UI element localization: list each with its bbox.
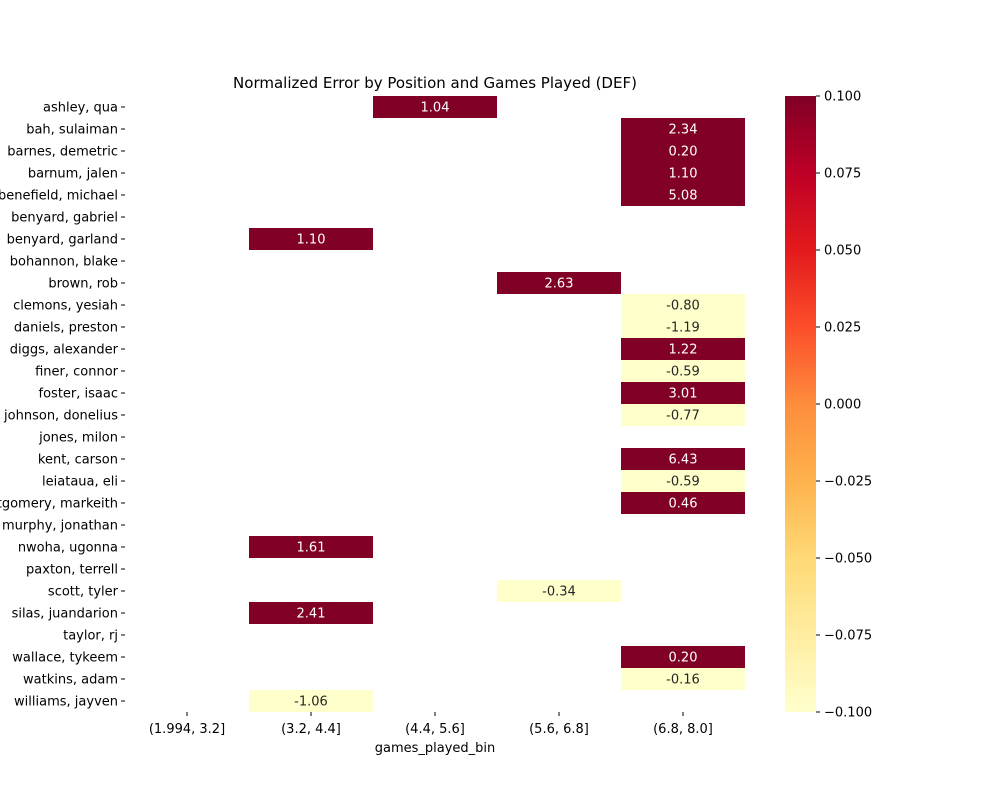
x-axis: (1.994, 3.2] (3.2, 4.4] (4.4, 5.6] (5.6, 6.… bbox=[149, 712, 713, 737]
cell-value-label: -0.80 bbox=[666, 299, 700, 314]
heatmap-cell bbox=[249, 536, 373, 558]
cell-value-label: 3.01 bbox=[669, 387, 698, 402]
y-tick-label: brown, rob bbox=[48, 277, 118, 292]
colorbar-tick-label: 0.000 bbox=[824, 398, 861, 413]
colorbar-tick-label: 0.050 bbox=[824, 244, 861, 259]
x-axis-label: games_played_bin bbox=[375, 741, 496, 756]
heatmap-cell bbox=[621, 162, 745, 184]
heatmap-cell bbox=[249, 602, 373, 624]
y-tick-label: leiataua, eli bbox=[42, 475, 118, 490]
cell-value-label: 6.43 bbox=[669, 453, 698, 468]
heatmap-cell bbox=[621, 382, 745, 404]
colorbar-tick-label: −0.050 bbox=[824, 552, 872, 567]
heatmap-cell bbox=[373, 96, 497, 118]
colorbar: 0.100 0.075 0.050 0.025 0.000 −0.025 −0.050 −0.… bbox=[785, 90, 872, 721]
heatmap-cell bbox=[497, 272, 621, 294]
heatmap-cell bbox=[249, 228, 373, 250]
cell-value-label: 0.46 bbox=[669, 497, 698, 512]
y-tick-label: murphy, jonathan bbox=[2, 519, 118, 534]
cell-value-label: -1.19 bbox=[666, 321, 700, 336]
cell-value-label: 2.34 bbox=[669, 123, 698, 138]
cell-value-label: -0.77 bbox=[666, 409, 700, 424]
heatmap-cell bbox=[621, 470, 745, 492]
y-tick-label: daniels, preston bbox=[14, 321, 118, 336]
heatmap-cell bbox=[621, 646, 745, 668]
heatmap-cells: 1.04 2.34 0.20 1.10 5.08 1.10 2.63 -0.80 -1.19 1.… bbox=[249, 96, 745, 712]
colorbar-tick-label: 0.025 bbox=[824, 321, 861, 336]
heatmap-cell bbox=[621, 360, 745, 382]
heatmap-cell bbox=[621, 184, 745, 206]
y-tick-label: clemons, yesiah bbox=[13, 299, 118, 314]
y-tick-label: paxton, terrell bbox=[26, 563, 118, 578]
y-tick-label: taylor, rj bbox=[63, 629, 118, 644]
cell-value-label: 2.63 bbox=[545, 277, 574, 292]
y-tick-label: scott, tyler bbox=[48, 585, 119, 600]
heatmap-cell bbox=[621, 316, 745, 338]
heatmap-cell bbox=[621, 118, 745, 140]
y-tick-label: watkins, adam bbox=[23, 673, 118, 688]
colorbar-gradient bbox=[785, 96, 816, 712]
x-tick-label: (3.2, 4.4] bbox=[281, 722, 341, 737]
heatmap-cell bbox=[621, 448, 745, 470]
cell-value-label: 1.10 bbox=[297, 233, 326, 248]
heatmap-cell bbox=[249, 690, 373, 712]
y-tick-label: nwoha, ugonna bbox=[18, 541, 118, 556]
x-tick-label: (4.4, 5.6] bbox=[405, 722, 465, 737]
cell-value-label: 0.20 bbox=[669, 651, 698, 666]
cell-value-label: -0.34 bbox=[542, 585, 576, 600]
heatmap-cell bbox=[621, 140, 745, 162]
y-tick-label: benyard, gabriel bbox=[11, 211, 118, 226]
y-tick-label: bohannon, blake bbox=[10, 255, 118, 270]
y-tick-label: johnson, donelius bbox=[3, 409, 118, 424]
x-tick-label: (1.994, 3.2] bbox=[149, 722, 225, 737]
cell-value-label: -0.59 bbox=[666, 365, 700, 380]
cell-value-label: -0.16 bbox=[666, 673, 700, 688]
y-axis: ashley, qua bah, sulaiman barnes, demetric… bbox=[0, 101, 125, 710]
cell-value-label: -1.06 bbox=[294, 695, 328, 710]
x-tick-label: (6.8, 8.0] bbox=[653, 722, 713, 737]
y-tick-label: benyard, garland bbox=[7, 233, 118, 248]
y-tick-label: silas, juandarion bbox=[12, 607, 118, 622]
cell-value-label: 5.08 bbox=[669, 189, 698, 204]
y-tick-label: williams, jayven bbox=[14, 695, 118, 710]
y-tick-label: jones, milon bbox=[38, 431, 118, 446]
chart-title: Normalized Error by Position and Games P… bbox=[233, 74, 637, 92]
y-tick-label: kent, carson bbox=[38, 453, 118, 468]
colorbar-tick-label: −0.075 bbox=[824, 629, 872, 644]
y-tick-label: ashley, qua bbox=[43, 101, 118, 116]
y-tick-label: benefield, michael bbox=[0, 189, 118, 204]
colorbar-tick-label: −0.100 bbox=[824, 706, 872, 721]
cell-value-label: 1.04 bbox=[421, 101, 450, 116]
colorbar-tick-label: 0.100 bbox=[824, 90, 861, 105]
heatmap-cell bbox=[621, 492, 745, 514]
heatmap-cell bbox=[621, 294, 745, 316]
y-tick-label: foster, isaac bbox=[39, 387, 118, 402]
heatmap-cell bbox=[621, 404, 745, 426]
y-tick-label: wallace, tykeem bbox=[12, 651, 118, 666]
heatmap-cell bbox=[497, 580, 621, 602]
y-tick-label: diggs, alexander bbox=[10, 343, 119, 358]
cell-value-label: 2.41 bbox=[297, 607, 326, 622]
cell-value-label: -0.59 bbox=[666, 475, 700, 490]
cell-value-label: 0.20 bbox=[669, 145, 698, 160]
x-tick-label: (5.6, 6.8] bbox=[529, 722, 589, 737]
cell-value-label: 1.10 bbox=[669, 167, 698, 182]
cell-value-label: 1.22 bbox=[669, 343, 698, 358]
colorbar-tick-label: 0.075 bbox=[824, 167, 861, 182]
heatmap-cell bbox=[621, 668, 745, 690]
colorbar-tick-label: −0.025 bbox=[824, 475, 872, 490]
y-tick-label: barnes, demetric bbox=[7, 145, 118, 160]
cell-value-label: 1.61 bbox=[297, 541, 326, 556]
y-tick-label: bah, sulaiman bbox=[26, 123, 118, 138]
heatmap-cell bbox=[621, 338, 745, 360]
y-tick-label: barnum, jalen bbox=[28, 167, 118, 182]
y-tick-label: montgomery, markeith bbox=[0, 497, 118, 512]
y-tick-label: finer, connor bbox=[35, 365, 119, 380]
